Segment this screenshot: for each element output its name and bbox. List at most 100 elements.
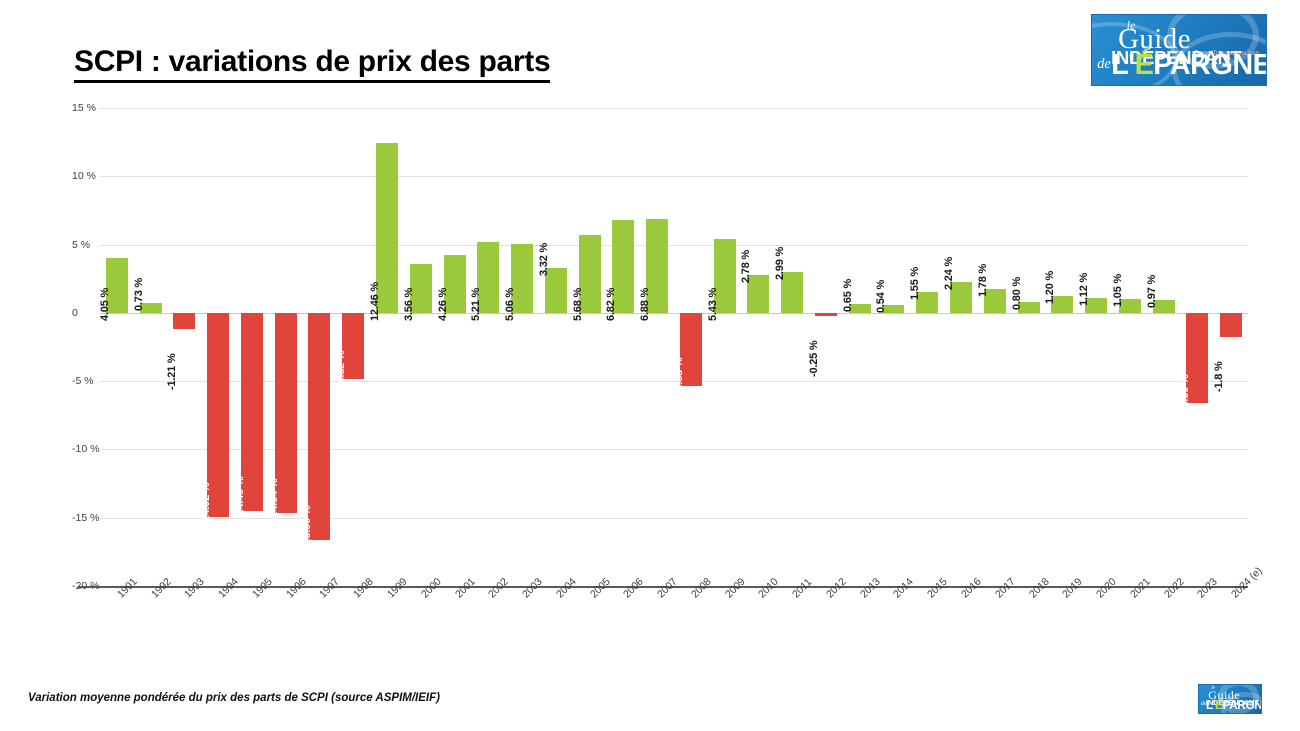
bar-value-label: 12.46 %: [368, 281, 381, 321]
bar-value-label: 2.99 %: [774, 246, 787, 281]
bar-group[interactable]: -0.25 %: [807, 108, 843, 586]
bar-value-label: -0.25 %: [807, 340, 820, 378]
bar[interactable]: [1017, 301, 1040, 313]
bar-value-label: 3.32 %: [537, 242, 550, 276]
bar-group[interactable]: -6.60 %: [1179, 108, 1214, 586]
bar[interactable]: [679, 312, 702, 387]
bar-group[interactable]: 0.80 %: [1010, 108, 1046, 586]
bar[interactable]: [173, 312, 196, 330]
bar-group[interactable]: 6.88 %: [639, 108, 674, 586]
bar-group[interactable]: 4.26 %: [437, 108, 472, 586]
bar[interactable]: [1118, 298, 1141, 313]
bar[interactable]: [814, 312, 837, 317]
bar-group[interactable]: 2.78 %: [740, 108, 776, 586]
bar[interactable]: [105, 257, 128, 313]
logo-text-de: de: [1097, 55, 1111, 72]
bar[interactable]: [477, 241, 500, 313]
bar[interactable]: [240, 312, 263, 511]
bar[interactable]: [916, 291, 939, 313]
bar-group[interactable]: 5.06 %: [504, 108, 539, 586]
bar[interactable]: [578, 235, 601, 313]
bar-group[interactable]: 0.73 %: [133, 108, 168, 586]
bar[interactable]: [1186, 312, 1209, 403]
bar[interactable]: [1220, 312, 1243, 338]
gridline: [100, 244, 1248, 246]
bar[interactable]: [983, 288, 1006, 313]
bar-group[interactable]: -4.82 %: [335, 108, 370, 586]
bar-group[interactable]: 1.20 %: [1044, 108, 1079, 586]
logo-epargne-rest: PARGNE: [1153, 49, 1267, 82]
bar-group[interactable]: -1.8 %: [1213, 108, 1248, 586]
bar-value-label: 0.80 %: [1010, 276, 1023, 310]
logo-text-independant: INDÉPENDANT: [1111, 46, 1242, 68]
bar-group[interactable]: -14.92 %: [200, 108, 235, 586]
bar-group[interactable]: -1.21 %: [166, 108, 202, 586]
bar[interactable]: [781, 272, 804, 313]
bar-group[interactable]: 0.54 %: [875, 108, 911, 586]
bar-value-label: -14.49 %: [233, 476, 246, 519]
chart-y-axis: 15 %10 %5 %0-5 %-10 %-15 %-20 %: [72, 102, 1248, 592]
bar[interactable]: [139, 302, 162, 313]
bar[interactable]: [409, 264, 432, 313]
bar[interactable]: [207, 312, 230, 517]
bar-group[interactable]: -14.64 %: [268, 108, 303, 586]
bar-group[interactable]: 1.78 %: [977, 108, 1012, 586]
bar[interactable]: [646, 218, 669, 313]
bar-group[interactable]: 0.97 %: [1146, 108, 1181, 586]
bar-group[interactable]: 3.56 %: [403, 108, 438, 586]
bar[interactable]: [511, 243, 534, 313]
bar[interactable]: [1152, 299, 1175, 313]
bar[interactable]: [882, 305, 905, 313]
bar[interactable]: [544, 267, 567, 313]
bar-value-label: 2.78 %: [740, 249, 753, 283]
y-axis-tick-label: 10 %: [72, 170, 96, 183]
bar-group[interactable]: 2.24 %: [943, 108, 978, 586]
gridline: [100, 381, 1248, 383]
bar[interactable]: [713, 238, 736, 313]
bar-group[interactable]: 4.05 %: [99, 108, 134, 586]
bar-value-label: -4.82 %: [335, 350, 348, 387]
bar-group[interactable]: 5.21 %: [470, 108, 505, 586]
logo-epargne-l: L': [1205, 697, 1216, 712]
bar-chart: 15 %10 %5 %0-5 %-10 %-15 %-20 % 4.05 %0.…: [72, 102, 1265, 600]
bar-value-label: 1.20 %: [1044, 271, 1057, 305]
bar[interactable]: [342, 312, 365, 379]
logo-text-le: le: [1126, 17, 1136, 32]
bar-group[interactable]: 1.05 %: [1111, 108, 1147, 586]
brand-logo-header: le Guide de INDÉPENDANT FranceTransactio…: [1091, 14, 1267, 86]
bar[interactable]: [308, 312, 331, 540]
bar-group[interactable]: 5.43 %: [707, 108, 742, 586]
bar-group[interactable]: 6.82 %: [605, 108, 640, 586]
bar[interactable]: [848, 303, 871, 313]
bar-value-label: -14.92 %: [200, 482, 213, 525]
bar[interactable]: [375, 142, 398, 313]
bar-group[interactable]: 12.46 %: [368, 108, 404, 586]
bar-group[interactable]: 0.65 %: [842, 108, 877, 586]
bar[interactable]: [274, 312, 297, 513]
bar-value-label: -1.21 %: [166, 353, 179, 391]
bar-group[interactable]: -5.38 %: [673, 108, 708, 586]
logo-text-francetransactions: FranceTransactions.com: [1194, 50, 1259, 57]
bar-group[interactable]: 1.12 %: [1078, 108, 1113, 586]
y-axis-tick-label: 0: [72, 306, 78, 319]
bar-value-label: -6.60 %: [1179, 374, 1192, 411]
bar[interactable]: [1085, 297, 1108, 313]
bar[interactable]: [612, 219, 635, 313]
bar-value-label: 5.21 %: [470, 287, 483, 321]
bar-group[interactable]: -16.60 %: [301, 108, 337, 586]
bar-group[interactable]: 3.32 %: [537, 108, 573, 586]
logo-epargne-accent: É: [1215, 697, 1223, 712]
bar[interactable]: [949, 282, 972, 313]
logo-text-guide: Guide: [1118, 23, 1191, 56]
bar-group[interactable]: 2.99 %: [774, 108, 809, 586]
bar[interactable]: [747, 274, 770, 313]
bar-group[interactable]: -14.49 %: [233, 108, 269, 586]
bar-group[interactable]: 1.55 %: [909, 108, 944, 586]
y-axis-tick-label: 5 %: [72, 238, 91, 251]
bar-group[interactable]: 5.68 %: [572, 108, 607, 586]
bar[interactable]: [443, 254, 466, 313]
logo-text-guide: Guide: [1208, 688, 1241, 703]
bar[interactable]: [1051, 296, 1074, 313]
bar-value-label: -16.60 %: [301, 505, 314, 548]
bar-value-label: 1.05 %: [1111, 273, 1124, 307]
